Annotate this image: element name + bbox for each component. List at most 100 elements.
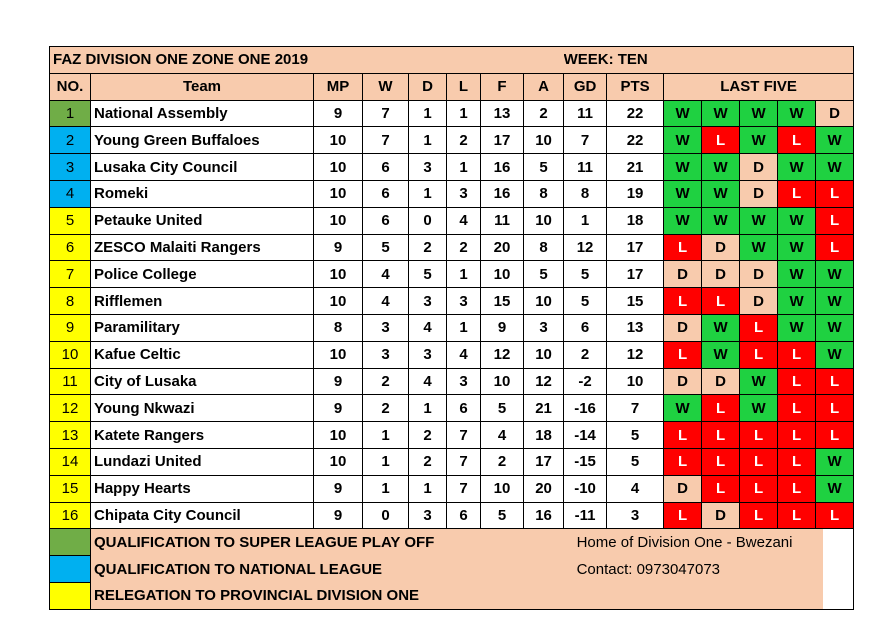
- form-result: L: [815, 394, 855, 423]
- form-result: W: [815, 126, 855, 155]
- team-name: Lusaka City Council: [90, 153, 314, 181]
- stat-a: 17: [522, 447, 565, 476]
- stat-mp: 10: [313, 126, 363, 155]
- stat-a: 20: [522, 474, 565, 503]
- form-result: L: [663, 340, 703, 369]
- stat-a: 12: [522, 367, 565, 396]
- position-cell: 10: [49, 340, 91, 369]
- form-result: L: [815, 367, 855, 396]
- stat-l: 7: [446, 421, 481, 449]
- form-result: W: [815, 474, 855, 503]
- stat-gd: -15: [563, 447, 608, 476]
- form-result: D: [739, 260, 779, 289]
- stat-gd: -10: [563, 474, 608, 503]
- team-name: Katete Rangers: [90, 421, 314, 449]
- team-name: Paramilitary: [90, 313, 314, 342]
- stat-d: 3: [408, 340, 447, 369]
- stat-pts: 3: [606, 501, 665, 530]
- column-header: L: [446, 72, 481, 101]
- stat-pts: 17: [606, 260, 665, 289]
- form-result: W: [663, 153, 703, 181]
- stat-mp: 10: [313, 260, 363, 289]
- legend-label: RELEGATION TO PROVINCIAL DIVISION ONE: [89, 582, 607, 610]
- stat-mp: 10: [313, 153, 363, 181]
- league-standings-table: FAZ DIVISION ONE ZONE ONE 2019 WEEK: TEN…: [48, 46, 855, 610]
- form-result: D: [739, 153, 779, 181]
- stat-pts: 15: [606, 287, 665, 315]
- table-row: 8 Rifflemen 10 4 3 3 15 10 5 15 L L D W W: [49, 287, 855, 315]
- stat-w: 6: [362, 179, 409, 208]
- stat-gd: 5: [563, 260, 608, 289]
- position-cell: 1: [49, 99, 91, 128]
- form-result: W: [777, 287, 817, 315]
- stat-f: 16: [480, 179, 524, 208]
- table-row: 1 National Assembly 9 7 1 1 13 2 11 22 W W W W D: [49, 99, 855, 128]
- stat-pts: 10: [606, 367, 665, 396]
- form-result: L: [701, 394, 741, 423]
- team-name: Romeki: [90, 179, 314, 208]
- stat-gd: 6: [563, 313, 608, 342]
- stat-f: 2: [480, 447, 524, 476]
- stat-f: 10: [480, 367, 524, 396]
- form-result: L: [701, 126, 741, 155]
- team-name: Rifflemen: [90, 287, 314, 315]
- stat-gd: 12: [563, 233, 608, 262]
- table-row: 13 Katete Rangers 10 1 2 7 4 18 -14 5 L L L L L: [49, 421, 855, 449]
- legend-swatch: [49, 581, 91, 610]
- stat-l: 3: [446, 287, 481, 315]
- form-result: L: [701, 287, 741, 315]
- stat-d: 5: [408, 260, 447, 289]
- form-result: W: [739, 99, 779, 128]
- stat-w: 1: [362, 447, 409, 476]
- stat-d: 2: [408, 233, 447, 262]
- legend-label: QUALIFICATION TO NATIONAL LEAGUE: [89, 555, 607, 583]
- stat-mp: 9: [313, 501, 363, 530]
- form-result: W: [701, 340, 741, 369]
- stat-mp: 9: [313, 474, 363, 503]
- stat-w: 1: [362, 474, 409, 503]
- stat-f: 5: [480, 394, 524, 423]
- stat-pts: 5: [606, 421, 665, 449]
- form-result: W: [815, 340, 855, 369]
- stat-l: 6: [446, 394, 481, 423]
- form-result: L: [777, 179, 817, 208]
- stat-a: 10: [522, 340, 565, 369]
- stat-f: 10: [480, 474, 524, 503]
- form-result: W: [701, 313, 741, 342]
- form-result: L: [739, 447, 779, 476]
- stat-d: 2: [408, 421, 447, 449]
- week-label: WEEK: TEN: [563, 46, 855, 74]
- stat-mp: 10: [313, 287, 363, 315]
- stat-w: 4: [362, 260, 409, 289]
- stat-mp: 10: [313, 206, 363, 235]
- stat-d: 3: [408, 287, 447, 315]
- form-result: W: [663, 206, 703, 235]
- position-cell: 13: [49, 421, 91, 449]
- position-cell: 8: [49, 287, 91, 315]
- stat-gd: -16: [563, 394, 608, 423]
- stat-mp: 9: [313, 99, 363, 128]
- form-result: L: [701, 447, 741, 476]
- form-result: W: [739, 206, 779, 235]
- form-result: W: [739, 367, 779, 396]
- stat-gd: 8: [563, 179, 608, 208]
- position-cell: 7: [49, 260, 91, 289]
- stat-l: 3: [446, 367, 481, 396]
- stat-f: 11: [480, 206, 524, 235]
- form-result: L: [663, 447, 703, 476]
- stat-gd: 11: [563, 153, 608, 181]
- stat-mp: 8: [313, 313, 363, 342]
- form-result: L: [663, 233, 703, 262]
- form-result: L: [777, 126, 817, 155]
- form-result: W: [777, 153, 817, 181]
- stat-gd: -2: [563, 367, 608, 396]
- position-cell: 5: [49, 206, 91, 235]
- stat-f: 15: [480, 287, 524, 315]
- legend-row: RELEGATION TO PROVINCIAL DIVISION ONE: [49, 581, 854, 610]
- blank: [576, 582, 825, 610]
- form-result: L: [777, 340, 817, 369]
- stat-w: 1: [362, 421, 409, 449]
- form-result: D: [663, 367, 703, 396]
- stat-a: 5: [522, 153, 565, 181]
- form-result: W: [777, 260, 817, 289]
